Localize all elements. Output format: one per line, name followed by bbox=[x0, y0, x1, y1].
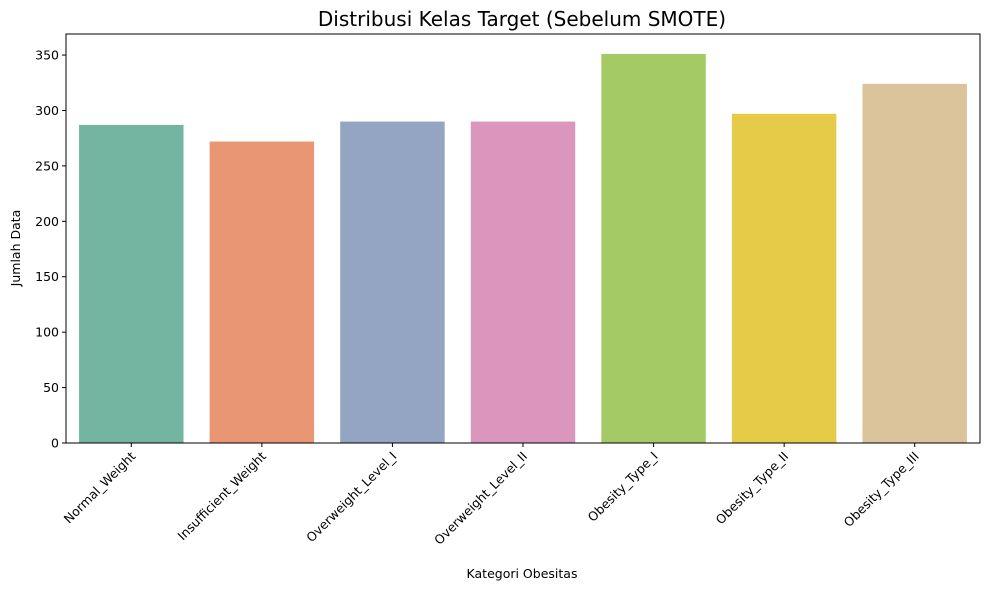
x-axis-label: Kategori Obesitas bbox=[467, 566, 578, 581]
y-tick-label: 50 bbox=[43, 380, 59, 395]
y-tick-label: 300 bbox=[35, 103, 59, 118]
bar-insufficient-weight bbox=[209, 141, 315, 444]
x-tick-label: Obesity_Type_III bbox=[840, 449, 921, 530]
y-tick-label: 200 bbox=[35, 214, 59, 229]
x-tick-label: Insufficient_Weight bbox=[174, 448, 269, 543]
x-tick-label: Obesity_Type_II bbox=[713, 449, 792, 528]
plot-frame bbox=[65, 33, 981, 444]
y-tick-label: 100 bbox=[35, 325, 59, 340]
y-tick-label: 0 bbox=[51, 436, 59, 451]
y-tick-label: 350 bbox=[35, 48, 59, 63]
bar-obesity-type-ii bbox=[731, 113, 837, 444]
x-tick-label: Overweight_Level_II bbox=[431, 449, 530, 548]
x-tick-label: Obesity_Type_I bbox=[585, 449, 661, 525]
y-tick-label: 250 bbox=[35, 158, 59, 173]
y-axis-ticks: 0 50 100 150 200 250 300 350 bbox=[35, 48, 66, 451]
bar-obesity-type-iii bbox=[862, 83, 967, 443]
bar-overweight-level-ii bbox=[470, 121, 576, 443]
y-tick-label: 150 bbox=[35, 269, 59, 284]
chart-title: Distribusi Kelas Target (Sebelum SMOTE) bbox=[318, 7, 726, 31]
bars-group bbox=[79, 53, 967, 444]
bar-normal-weight bbox=[79, 124, 184, 443]
x-tick-label: Normal_Weight bbox=[61, 448, 139, 526]
bar-overweight-level-i bbox=[340, 121, 445, 443]
x-tick-label: Overweight_Level_I bbox=[303, 449, 399, 545]
x-axis-ticks: Normal_Weight Insufficient_Weight Overweig… bbox=[61, 443, 922, 548]
y-axis-label: Jumlah Data bbox=[8, 210, 23, 288]
bar-obesity-type-i bbox=[601, 53, 706, 443]
